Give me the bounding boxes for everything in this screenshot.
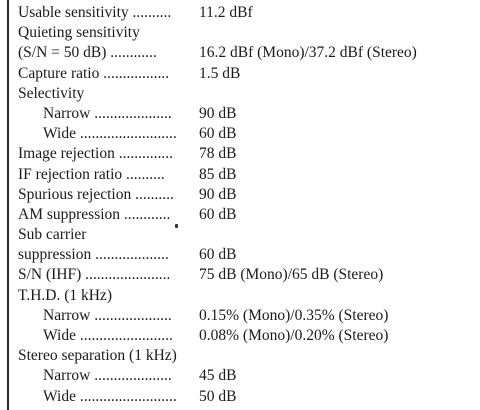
spec-row: Narrow .................... 45 dB xyxy=(18,366,474,386)
spec-label: suppression ................... xyxy=(18,246,169,264)
spec-value: 50 dB xyxy=(199,387,237,405)
spec-value: 85 dB xyxy=(199,165,237,183)
spec-value: 1.5 dB xyxy=(199,64,241,82)
spec-row: Sub carrier xyxy=(18,225,474,245)
spec-row: Usable sensitivity .......... 11.2 dBf xyxy=(18,3,474,23)
spec-row: Wide ........................ 0.08% (Mono… xyxy=(18,326,474,346)
spec-row: Narrow .................... 0.15% (Mono)/… xyxy=(18,306,474,326)
spec-row: suppression ................... 60 dB xyxy=(18,245,474,265)
spec-row: (S/N = 50 dB) ............ 16.2 dBf (Mono… xyxy=(18,43,474,63)
spec-label: Quieting sensitivity xyxy=(18,24,140,42)
spec-row: Stereo separation (1 kHz) xyxy=(18,346,474,366)
spec-label: AM suppression ............ xyxy=(18,205,171,223)
spec-label: Narrow .................... xyxy=(43,104,172,122)
print-speck xyxy=(175,224,178,228)
spec-label: S/N (IHF) ...................... xyxy=(18,266,171,284)
specification-list: Usable sensitivity .......... 11.2 dBf Qui… xyxy=(18,3,474,407)
spec-label: Image rejection .............. xyxy=(18,145,173,163)
left-margin-rule xyxy=(7,0,9,410)
spec-value: 60 dB xyxy=(199,125,237,143)
spec-row: Narrow .................... 90 dB xyxy=(18,104,474,124)
spec-row: Wide ......................... 60 dB xyxy=(18,124,474,144)
spec-value: 75 dB (Mono)/65 dB (Stereo) xyxy=(199,266,384,284)
spec-label: Spurious rejection .......... xyxy=(18,185,174,203)
spec-label: Wide ......................... xyxy=(43,387,177,405)
spec-label: Wide ........................ xyxy=(43,327,173,344)
spec-label: Sub carrier xyxy=(18,226,87,244)
spec-row: T.H.D. (1 kHz) xyxy=(18,286,474,306)
spec-value: 0.08% (Mono)/0.20% (Stereo) xyxy=(199,327,389,344)
spec-label: Usable sensitivity .......... xyxy=(18,4,172,21)
spec-value: 45 dB xyxy=(199,367,237,385)
spec-row: Selectivity xyxy=(18,84,474,104)
spec-row: Spurious rejection .......... 90 dB xyxy=(18,185,474,205)
spec-row: IF rejection ratio .......... 85 dB xyxy=(18,165,474,185)
spec-value: 16.2 dBf (Mono)/37.2 dBf (Stereo) xyxy=(199,44,417,62)
spec-label: Narrow .................... xyxy=(43,306,172,324)
spec-value: 90 dB xyxy=(199,185,237,203)
spec-value: 60 dB xyxy=(199,246,237,264)
spec-label: Stereo separation (1 kHz) xyxy=(18,347,177,365)
spec-row: AM suppression ............ 60 dB xyxy=(18,205,474,225)
spec-row: Image rejection .............. 78 dB xyxy=(18,144,474,164)
spec-row: S/N (IHF) ...................... 75 dB (M… xyxy=(18,265,474,285)
spec-label: (S/N = 50 dB) ............ xyxy=(18,44,157,62)
spec-label: Selectivity xyxy=(18,84,85,102)
spec-value: 78 dB xyxy=(199,145,237,163)
spec-row: Wide ......................... 50 dB xyxy=(18,387,474,407)
spec-value: 60 dB xyxy=(199,205,237,223)
spec-label: Capture ratio ................. xyxy=(18,64,170,82)
spec-value: 0.15% (Mono)/0.35% (Stereo) xyxy=(199,306,389,324)
spec-row: Capture ratio ................. 1.5 dB xyxy=(18,64,474,84)
spec-row: Quieting sensitivity xyxy=(18,23,474,43)
spec-value: 90 dB xyxy=(199,104,237,122)
spec-value: 11.2 dBf xyxy=(199,4,253,21)
spec-label: T.H.D. (1 kHz) xyxy=(18,286,112,304)
spec-label: Wide ......................... xyxy=(43,125,177,143)
spec-label: IF rejection ratio .......... xyxy=(18,165,165,183)
spec-label: Narrow .................... xyxy=(43,367,172,385)
